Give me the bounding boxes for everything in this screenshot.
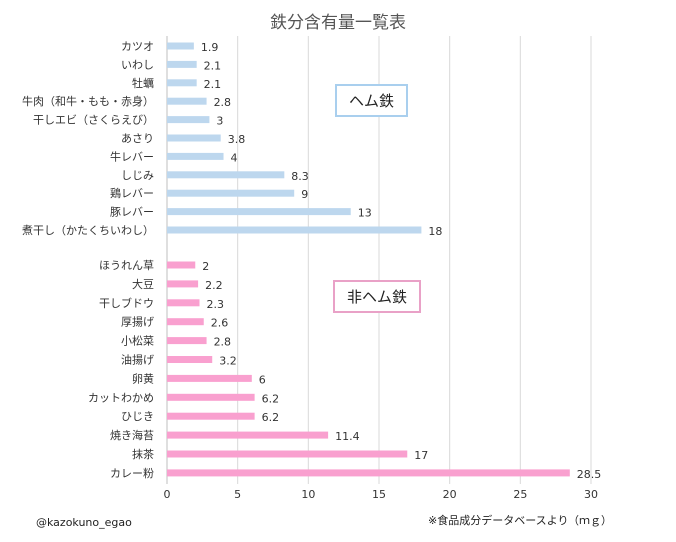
- category-label: 厚揚げ: [121, 316, 154, 329]
- bar-nonheme: [167, 261, 196, 269]
- category-label: 干しブドウ: [99, 296, 154, 310]
- category-label: 鶏レバー: [110, 186, 154, 200]
- category-label: 卵黄: [132, 371, 154, 385]
- data-label: 6.2: [262, 392, 280, 405]
- category-label: 牛肉（和牛・もも・赤身）: [22, 94, 154, 108]
- data-label: 3.8: [228, 133, 246, 146]
- bar-heme: [167, 79, 197, 87]
- bar-nonheme: [167, 299, 200, 307]
- category-label: 干しエビ（さくらえび）: [33, 114, 154, 127]
- bar-heme: [167, 171, 285, 179]
- data-label: 6: [259, 373, 266, 386]
- data-label: 28.5: [577, 468, 602, 481]
- data-label: 17: [414, 449, 428, 462]
- category-label: カットわかめ: [88, 391, 154, 404]
- bar-nonheme: [167, 469, 570, 477]
- bar-nonheme: [167, 374, 252, 382]
- bar-heme: [167, 226, 422, 234]
- bar-nonheme: [167, 431, 329, 439]
- data-label: 18: [428, 225, 442, 238]
- x-tick-label: 0: [164, 488, 171, 501]
- category-label: あさり: [121, 132, 154, 145]
- category-label: いわし: [121, 58, 154, 71]
- data-label: 3: [216, 115, 223, 128]
- credit-text: @kazokuno_egao: [36, 516, 132, 529]
- bar-nonheme: [167, 412, 255, 420]
- bar-heme: [167, 134, 221, 142]
- x-tick-label: 25: [513, 488, 527, 501]
- chart-title: 鉄分含有量一覧表: [270, 13, 406, 33]
- bar-nonheme: [167, 356, 213, 363]
- category-label: 牛レバー: [110, 149, 154, 163]
- data-label: 2.3: [207, 298, 225, 311]
- category-label: 大豆: [132, 277, 154, 291]
- legend-heme: ヘム鉄: [335, 84, 409, 117]
- bar-nonheme: [167, 393, 255, 401]
- category-label: ほうれん草: [99, 259, 154, 272]
- category-label: 小松菜: [121, 334, 154, 348]
- x-tick-label: 30: [584, 488, 598, 501]
- legend-nonheme: 非ヘム鉄: [333, 280, 422, 313]
- data-label: 2.6: [211, 317, 229, 330]
- category-label: 抹茶: [132, 448, 154, 461]
- category-label: 油揚げ: [121, 353, 154, 367]
- bar-heme: [167, 152, 224, 160]
- data-label: 8.3: [291, 170, 309, 183]
- x-tick-label: 20: [443, 488, 457, 501]
- bar-heme: [167, 42, 194, 50]
- bar-nonheme: [167, 450, 408, 458]
- data-label: 2.8: [214, 336, 232, 349]
- data-label: 2.2: [205, 279, 223, 292]
- data-label: 2.1: [204, 78, 222, 91]
- category-label: ひじき: [121, 410, 154, 423]
- category-label: しじみ: [121, 169, 154, 182]
- data-label: 13: [358, 207, 372, 220]
- x-tick-label: 10: [301, 488, 315, 501]
- source-note: ※食品成分データベースより: [428, 514, 569, 527]
- bar-heme: [167, 116, 210, 124]
- data-label: 3.2: [219, 355, 237, 368]
- category-label: カレー粉: [110, 467, 154, 480]
- bar-heme: [167, 97, 207, 105]
- bar-nonheme: [167, 337, 207, 345]
- category-label: 豚レバー: [110, 206, 154, 219]
- category-label: 牡蠣: [132, 76, 154, 90]
- x-tick-label: 15: [372, 488, 386, 501]
- bar-heme: [167, 60, 197, 68]
- data-label: 6.2: [262, 411, 280, 424]
- bar-nonheme: [167, 280, 199, 288]
- bar-heme: [167, 189, 295, 197]
- data-label: 1.9: [201, 41, 219, 54]
- category-label: カツオ: [121, 40, 154, 53]
- data-label: 11.4: [335, 430, 360, 443]
- data-label: 9: [301, 188, 308, 201]
- data-label: 2.1: [204, 59, 222, 72]
- unit-label: （ｍｇ）: [568, 514, 612, 527]
- bar-nonheme: [167, 318, 204, 326]
- data-label: 2.8: [214, 96, 232, 109]
- bar-heme: [167, 208, 351, 216]
- x-tick-label: 5: [234, 488, 241, 501]
- data-label: 2: [202, 260, 209, 273]
- category-label: 焼き海苔: [110, 428, 154, 442]
- data-label: 4: [231, 151, 238, 164]
- category-label: 煮干し（かたくちいわし）: [22, 224, 154, 237]
